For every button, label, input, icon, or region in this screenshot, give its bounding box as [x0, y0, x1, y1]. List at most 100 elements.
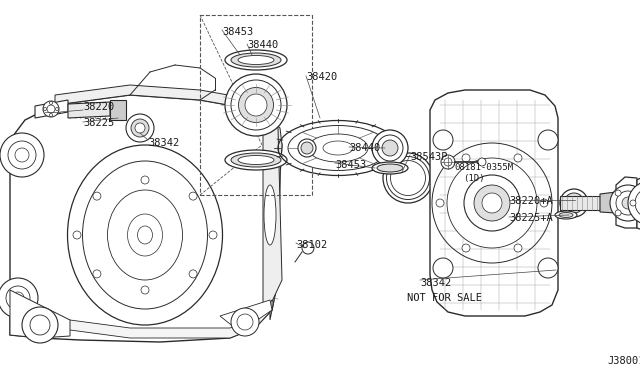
Circle shape	[514, 154, 522, 162]
Circle shape	[43, 101, 59, 117]
Ellipse shape	[301, 142, 313, 154]
Ellipse shape	[225, 50, 287, 70]
Ellipse shape	[372, 130, 408, 166]
Ellipse shape	[238, 55, 274, 64]
Ellipse shape	[238, 155, 274, 164]
Polygon shape	[268, 118, 282, 320]
Ellipse shape	[382, 140, 398, 156]
Circle shape	[462, 154, 470, 162]
Ellipse shape	[323, 141, 353, 155]
Text: 08181-0355M: 08181-0355M	[454, 163, 513, 172]
Circle shape	[610, 185, 640, 221]
Circle shape	[93, 270, 101, 278]
Polygon shape	[220, 300, 272, 332]
Circle shape	[209, 231, 217, 239]
Circle shape	[447, 158, 537, 248]
Text: 38220: 38220	[83, 102, 115, 112]
Circle shape	[231, 308, 259, 336]
Circle shape	[635, 190, 640, 196]
Circle shape	[433, 258, 453, 278]
Text: 38440: 38440	[247, 40, 278, 50]
Polygon shape	[10, 95, 282, 342]
Ellipse shape	[377, 135, 403, 161]
Polygon shape	[35, 100, 68, 118]
Circle shape	[22, 307, 58, 343]
Text: 38440: 38440	[349, 143, 380, 153]
Ellipse shape	[555, 211, 577, 219]
Ellipse shape	[383, 153, 433, 203]
Circle shape	[635, 188, 640, 218]
Circle shape	[73, 231, 81, 239]
Circle shape	[540, 199, 548, 207]
Circle shape	[514, 244, 522, 252]
Ellipse shape	[559, 212, 573, 218]
Circle shape	[126, 114, 154, 142]
Text: 38102: 38102	[296, 240, 327, 250]
Circle shape	[0, 133, 44, 177]
Polygon shape	[68, 102, 110, 118]
Circle shape	[237, 314, 253, 330]
Ellipse shape	[308, 134, 368, 162]
Polygon shape	[600, 192, 616, 213]
Text: 38220+A: 38220+A	[509, 196, 553, 206]
Circle shape	[615, 210, 621, 216]
Circle shape	[628, 181, 640, 225]
Ellipse shape	[225, 74, 287, 136]
Text: 38225: 38225	[83, 118, 115, 128]
Circle shape	[131, 119, 149, 137]
Polygon shape	[616, 177, 637, 228]
Ellipse shape	[372, 162, 408, 174]
Circle shape	[12, 292, 24, 304]
Ellipse shape	[387, 157, 429, 199]
Ellipse shape	[377, 164, 403, 172]
Circle shape	[478, 158, 486, 166]
Text: J380019K: J380019K	[607, 356, 640, 366]
Circle shape	[44, 108, 47, 110]
Polygon shape	[637, 174, 640, 232]
Ellipse shape	[67, 145, 223, 325]
Circle shape	[93, 192, 101, 200]
Text: 38420: 38420	[306, 72, 337, 82]
Ellipse shape	[560, 189, 588, 217]
Circle shape	[8, 141, 36, 169]
Ellipse shape	[231, 153, 281, 167]
Polygon shape	[430, 90, 558, 316]
Circle shape	[189, 192, 197, 200]
Circle shape	[47, 105, 55, 113]
Ellipse shape	[231, 80, 281, 130]
Ellipse shape	[83, 161, 207, 309]
Bar	[200, 15, 312, 195]
Ellipse shape	[264, 185, 276, 245]
Circle shape	[616, 191, 640, 215]
Ellipse shape	[564, 193, 584, 213]
Polygon shape	[110, 100, 126, 120]
Text: 38543P: 38543P	[410, 152, 447, 162]
Circle shape	[189, 270, 197, 278]
Circle shape	[56, 108, 58, 110]
Polygon shape	[55, 85, 268, 118]
Text: 38342: 38342	[148, 138, 179, 148]
Circle shape	[49, 102, 52, 105]
Ellipse shape	[239, 87, 273, 122]
Polygon shape	[263, 120, 282, 310]
Circle shape	[441, 155, 455, 169]
Polygon shape	[560, 196, 600, 210]
Circle shape	[15, 148, 29, 162]
Ellipse shape	[245, 94, 267, 116]
Circle shape	[615, 190, 621, 196]
Text: 38453: 38453	[335, 160, 366, 170]
Circle shape	[141, 176, 149, 184]
Text: 38453: 38453	[222, 27, 253, 37]
Circle shape	[462, 244, 470, 252]
Circle shape	[482, 193, 502, 213]
Text: (1D): (1D)	[463, 174, 484, 183]
Circle shape	[474, 185, 510, 221]
Text: NOT FOR SALE: NOT FOR SALE	[407, 293, 482, 303]
Circle shape	[302, 242, 314, 254]
Circle shape	[0, 278, 38, 318]
Polygon shape	[10, 290, 70, 338]
Ellipse shape	[288, 125, 388, 170]
Circle shape	[635, 210, 640, 216]
Circle shape	[135, 123, 145, 133]
Circle shape	[622, 197, 634, 209]
